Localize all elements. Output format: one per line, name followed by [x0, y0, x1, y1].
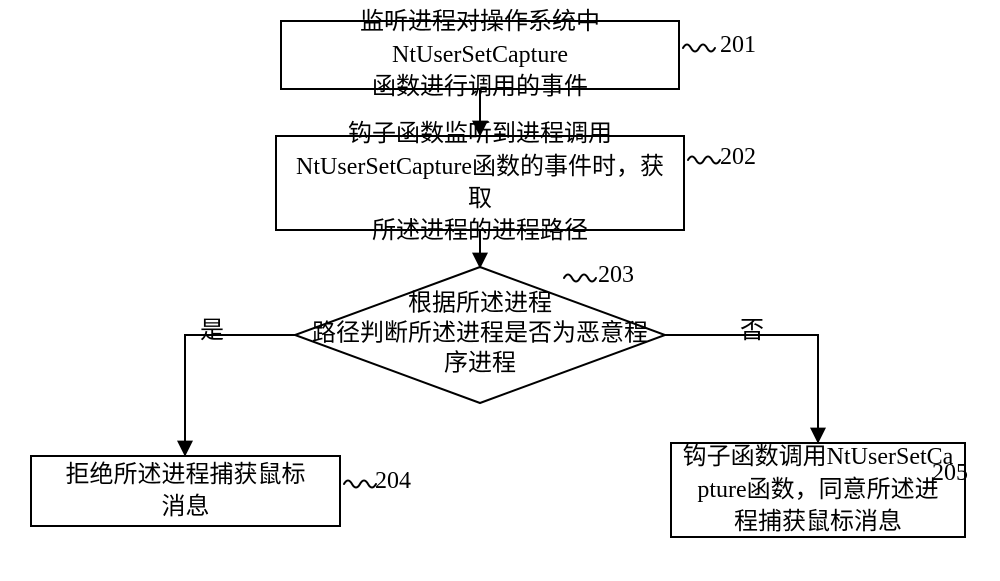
step-number: 204: [375, 468, 411, 495]
step-number: 201: [720, 32, 756, 59]
step-number: 202: [720, 144, 756, 171]
branch-label-no: 否: [740, 310, 764, 345]
step-connector-squiggle: [683, 45, 715, 52]
flow-node-text: 监听进程对操作系统中NtUserSetCapture函数进行调用的事件: [292, 6, 668, 103]
flow-node-text: 拒绝所述进程捕获鼠标消息: [66, 459, 306, 524]
flow-node-n203-text: 路径判断所述进程是否为恶意程: [312, 320, 648, 347]
flow-node-n205: 钩子函数调用NtUserSetCapture函数，同意所述进程捕获鼠标消息: [670, 442, 966, 538]
flow-node-n204: 拒绝所述进程捕获鼠标消息: [30, 455, 341, 527]
flow-edge-3: [665, 335, 818, 442]
flow-node-n202: 钩子函数监听到进程调用NtUserSetCapture函数的事件时，获取所述进程…: [275, 135, 685, 231]
flow-edge-2: [185, 335, 295, 455]
flow-node-text: 钩子函数监听到进程调用NtUserSetCapture函数的事件时，获取所述进程…: [287, 118, 673, 248]
step-number: 205: [932, 460, 968, 487]
step-connector-squiggle: [564, 275, 596, 282]
flow-node-n203-text: 序进程: [444, 350, 516, 377]
step-connector-squiggle: [688, 157, 720, 164]
branch-label-yes: 是: [200, 310, 224, 345]
flow-node-n201: 监听进程对操作系统中NtUserSetCapture函数进行调用的事件: [280, 20, 680, 90]
step-connector-squiggle: [344, 481, 376, 488]
step-number: 203: [598, 262, 634, 289]
flow-node-n203-text: 根据所述进程: [408, 290, 552, 317]
flow-node-text: 钩子函数调用NtUserSetCapture函数，同意所述进程捕获鼠标消息: [683, 441, 954, 538]
